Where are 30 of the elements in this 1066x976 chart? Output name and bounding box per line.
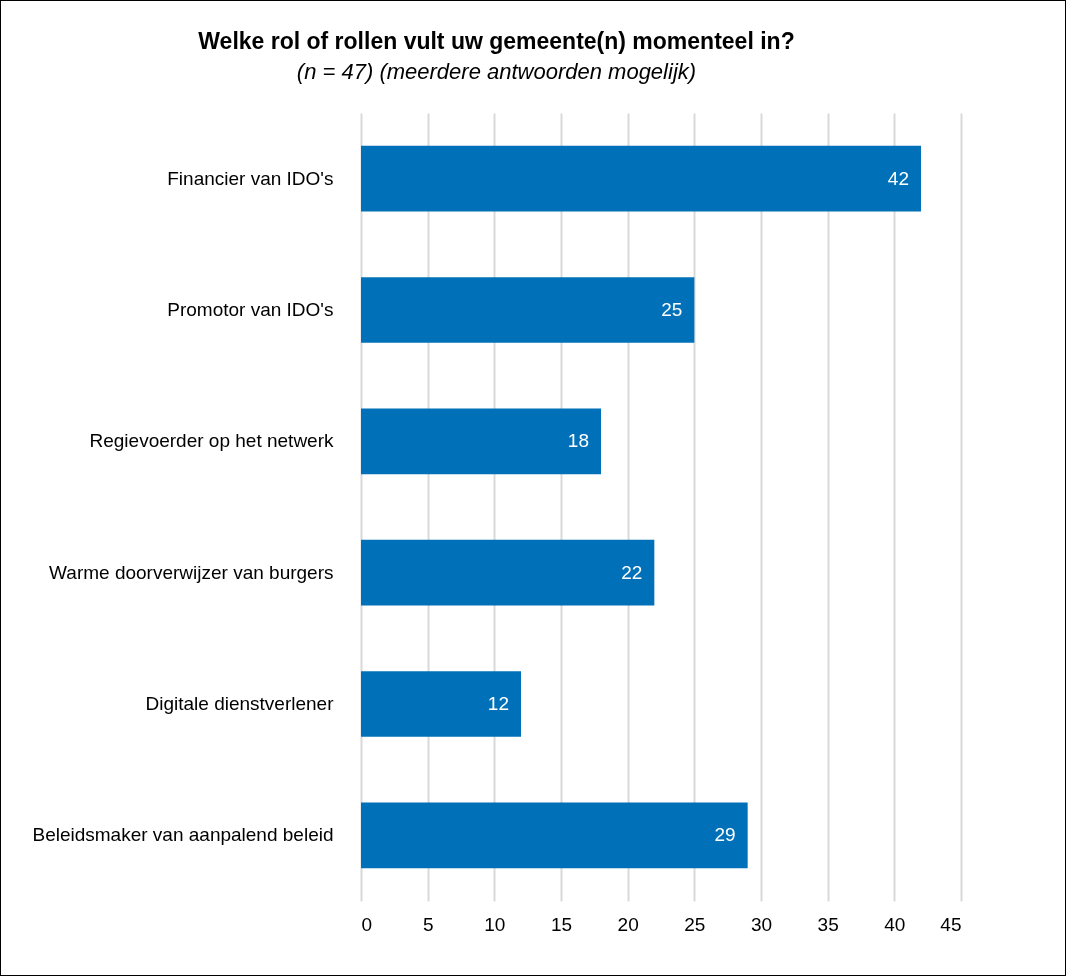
data-label: 18 (567, 430, 589, 452)
y-tick-label: Beleidsmaker van aanpalend beleid (32, 824, 334, 846)
data-label: 22 (621, 561, 643, 583)
x-tick-label: 15 (550, 913, 573, 935)
bar (361, 539, 655, 606)
bar (361, 145, 921, 212)
bar (361, 671, 521, 737)
y-tick-label: Promotor van IDO's (167, 299, 334, 320)
data-label: 42 (887, 167, 909, 189)
bar (361, 802, 748, 869)
x-tick-label: 45 (940, 913, 962, 935)
chart-subtitle: (n = 47) (meerdere antwoorden mogelijk) (296, 59, 697, 84)
data-label: 25 (661, 299, 683, 320)
x-tick-label: 40 (884, 913, 906, 935)
y-tick-label: Financier van IDO's (167, 167, 334, 189)
y-tick-label: Regievoerder op het netwerk (89, 430, 334, 452)
bar (361, 408, 601, 475)
data-label: 12 (487, 693, 509, 714)
y-tick-label: Digitale dienstverlener (145, 693, 335, 714)
x-tick-label: 10 (484, 913, 506, 935)
x-tick-label: 35 (817, 913, 839, 935)
x-tick-label: 5 (422, 913, 434, 935)
data-label: 29 (714, 824, 736, 846)
x-tick-label: 25 (684, 913, 706, 935)
y-tick-label: Warme doorverwijzer van burgers (49, 561, 334, 583)
bar (361, 277, 695, 343)
x-tick-label: 20 (617, 913, 639, 935)
x-tick-label: 30 (750, 913, 773, 935)
chart-title: Welke rol of rollen vult uw gemeente(n) momenteel in? (198, 28, 795, 54)
x-tick-label: 0 (361, 913, 373, 935)
